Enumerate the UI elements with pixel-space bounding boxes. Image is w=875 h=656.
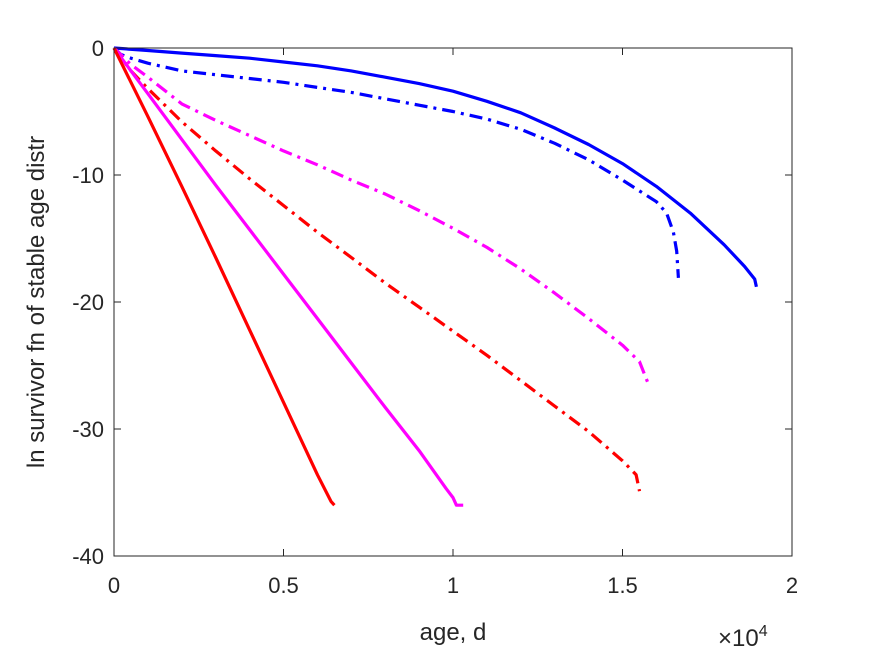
y-tick-label: -30 [72,417,104,442]
series-line-6 [112,47,336,507]
plot-area-frame [113,47,793,557]
series-line-5 [112,47,464,507]
y-axis: 0 -10 -20 -30 -40 [72,36,792,569]
y-tick-label: -20 [72,290,104,315]
x-tick-label: 2 [786,573,798,598]
y-tick-label: -10 [72,163,104,188]
x-axis-exponent: ×104 [718,623,768,652]
x-tick-label: 0 [108,573,120,598]
series-line-4 [112,47,642,492]
x-tick-label: 0.5 [268,573,299,598]
x-axis-exponent-base: ×10 [718,625,759,652]
x-tick-label: 1.5 [607,573,638,598]
x-axis-exponent-power: 4 [759,623,768,640]
x-axis-label: age, d [420,619,487,646]
y-tick-label: 0 [92,36,104,61]
x-axis: 0 0.5 1 1.5 2 [108,48,798,598]
series-lines [112,46,758,507]
series-line-2 [112,46,680,279]
series-line-1 [113,46,758,288]
x-tick-label: 1 [447,573,459,598]
y-axis-label: ln survivor fn of stable age distr [23,136,50,468]
series-line-3 [112,46,652,388]
y-tick-label: -40 [72,544,104,569]
